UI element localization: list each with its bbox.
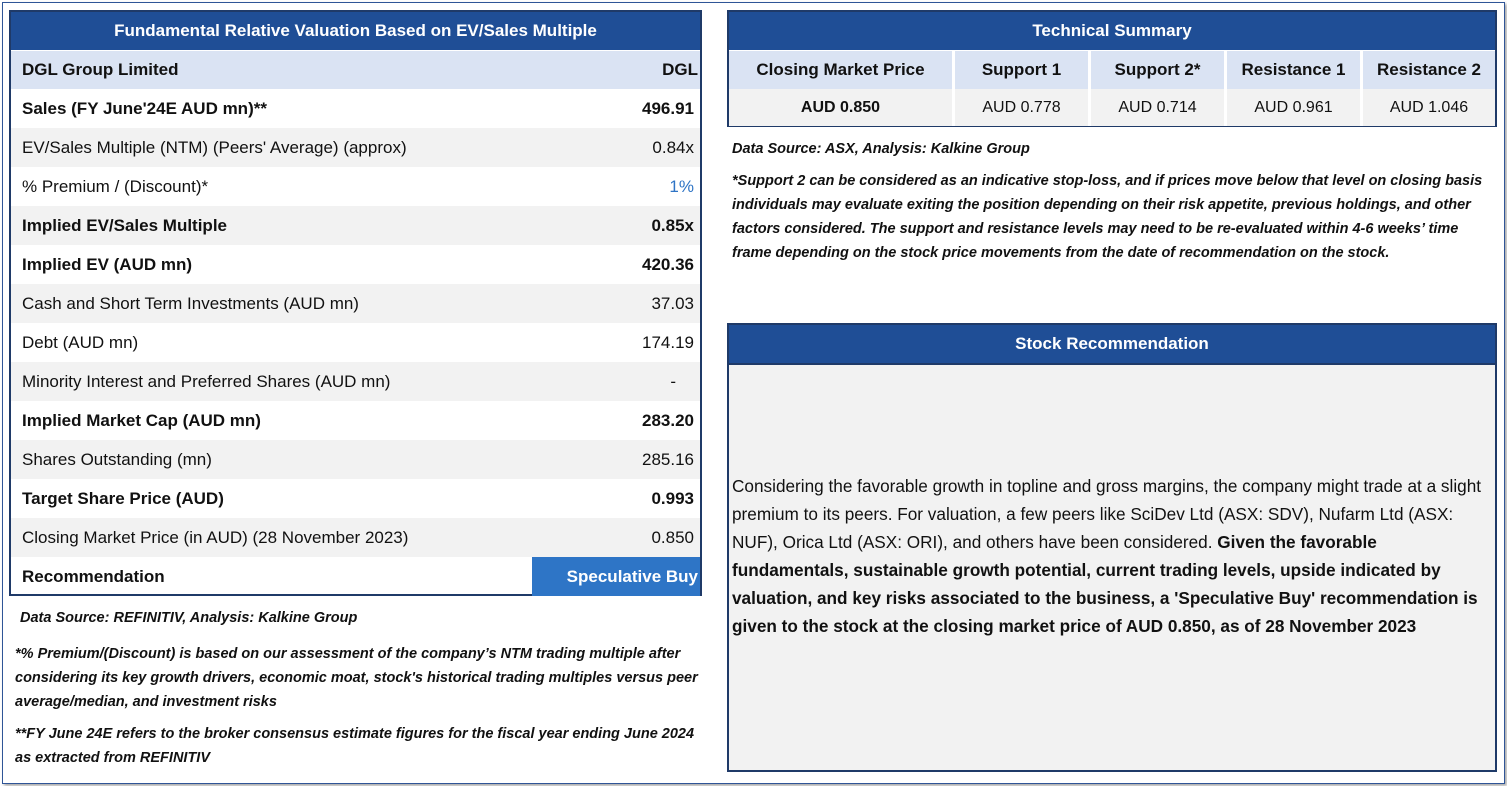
valuation-data-source: Data Source: REFINITIV, Analysis: Kalkin… bbox=[20, 610, 358, 626]
value-closing-price: AUD 0.850 bbox=[729, 89, 955, 126]
header-resistance-2: Resistance 2 bbox=[1363, 51, 1495, 89]
table-row: Sales (FY June'24E AUD mn)** 496.91 bbox=[11, 89, 700, 128]
valuation-note-premium: *% Premium/(Discount) is based on our as… bbox=[15, 646, 698, 710]
value-resistance-1: AUD 0.961 bbox=[1227, 89, 1363, 126]
technical-value-row: AUD 0.850 AUD 0.778 AUD 0.714 AUD 0.961 … bbox=[729, 89, 1495, 126]
value-resistance-2: AUD 1.046 bbox=[1363, 89, 1495, 126]
row-label: Implied EV (AUD mn) bbox=[22, 254, 193, 274]
recommendation-row: Recommendation Speculative Buy bbox=[11, 557, 700, 596]
row-label: EV/Sales Multiple (NTM) (Peers' Average)… bbox=[22, 137, 407, 157]
header-closing-price: Closing Market Price bbox=[729, 51, 955, 89]
row-value: 0.993 bbox=[651, 488, 694, 508]
recommendation-badge: Speculative Buy bbox=[532, 557, 700, 596]
row-value: 37.03 bbox=[651, 293, 694, 313]
table-row: % Premium / (Discount)* 1% bbox=[11, 167, 700, 206]
table-row: Minority Interest and Preferred Shares (… bbox=[11, 362, 700, 401]
row-value: 1% bbox=[669, 176, 694, 196]
header-support-1: Support 1 bbox=[955, 51, 1091, 89]
technical-header-row: Closing Market Price Support 1 Support 2… bbox=[729, 51, 1495, 89]
row-value: 0.85x bbox=[651, 215, 694, 235]
header-resistance-1: Resistance 1 bbox=[1227, 51, 1363, 89]
row-value: 496.91 bbox=[642, 98, 694, 118]
valuation-title: Fundamental Relative Valuation Based on … bbox=[11, 12, 700, 51]
table-row: Implied EV/Sales Multiple 0.85x bbox=[11, 206, 700, 245]
table-row: Shares Outstanding (mn) 285.16 bbox=[11, 440, 700, 479]
company-ticker: DGL bbox=[662, 60, 698, 79]
header-support-2: Support 2* bbox=[1091, 51, 1227, 89]
table-row: Target Share Price (AUD) 0.993 bbox=[11, 479, 700, 518]
row-value: 0.84x bbox=[652, 137, 694, 157]
row-label: Shares Outstanding (mn) bbox=[22, 449, 212, 469]
recommendation-text-normal: Considering the favorable growth in topl… bbox=[732, 476, 1482, 552]
company-name: DGL Group Limited bbox=[22, 60, 179, 79]
valuation-table: Fundamental Relative Valuation Based on … bbox=[9, 10, 702, 596]
recommendation-label: Recommendation bbox=[22, 566, 165, 586]
technical-title: Technical Summary bbox=[729, 12, 1495, 51]
value-support-1: AUD 0.778 bbox=[955, 89, 1091, 126]
row-label: Implied Market Cap (AUD mn) bbox=[22, 410, 261, 430]
technical-note: *Support 2 can be considered as an indic… bbox=[732, 173, 1483, 261]
row-value: 174.19 bbox=[642, 332, 694, 352]
stock-recommendation-panel: Stock Recommendation Considering the fav… bbox=[727, 323, 1497, 772]
table-row: Closing Market Price (in AUD) (28 Novemb… bbox=[11, 518, 700, 557]
row-value: 285.16 bbox=[642, 449, 694, 469]
row-value: 420.36 bbox=[642, 254, 694, 274]
table-row: Cash and Short Term Investments (AUD mn)… bbox=[11, 284, 700, 323]
row-label: Target Share Price (AUD) bbox=[22, 488, 224, 508]
row-label: Minority Interest and Preferred Shares (… bbox=[22, 371, 391, 391]
table-row: EV/Sales Multiple (NTM) (Peers' Average)… bbox=[11, 128, 700, 167]
recommendation-paragraph: Considering the favorable growth in topl… bbox=[732, 472, 1496, 640]
table-row: Implied Market Cap (AUD mn) 283.20 bbox=[11, 401, 700, 440]
row-value: 283.20 bbox=[642, 410, 694, 430]
valuation-note-fy: **FY June 24E refers to the broker conse… bbox=[15, 726, 695, 766]
row-label: Debt (AUD mn) bbox=[22, 332, 139, 352]
value-support-2: AUD 0.714 bbox=[1091, 89, 1227, 126]
technical-summary-table: Technical Summary Closing Market Price S… bbox=[727, 10, 1497, 127]
stock-recommendation-title: Stock Recommendation bbox=[729, 325, 1495, 365]
row-label: Implied EV/Sales Multiple bbox=[22, 215, 227, 235]
row-label: Cash and Short Term Investments (AUD mn) bbox=[22, 293, 359, 313]
row-value: 0.850 bbox=[651, 527, 694, 547]
row-label: Sales (FY June'24E AUD mn)** bbox=[22, 98, 267, 118]
row-label: % Premium / (Discount)* bbox=[22, 176, 209, 196]
table-row: Implied EV (AUD mn) 420.36 bbox=[11, 245, 700, 284]
company-row: DGL Group Limited DGL bbox=[11, 51, 700, 89]
row-value: - bbox=[670, 371, 676, 391]
recommendation-text-bold: Given the favorable fundamentals, sustai… bbox=[732, 532, 1478, 636]
table-row: Debt (AUD mn) 174.19 bbox=[11, 323, 700, 362]
row-label: Closing Market Price (in AUD) (28 Novemb… bbox=[22, 527, 409, 547]
technical-data-source: Data Source: ASX, Analysis: Kalkine Grou… bbox=[732, 141, 1030, 157]
